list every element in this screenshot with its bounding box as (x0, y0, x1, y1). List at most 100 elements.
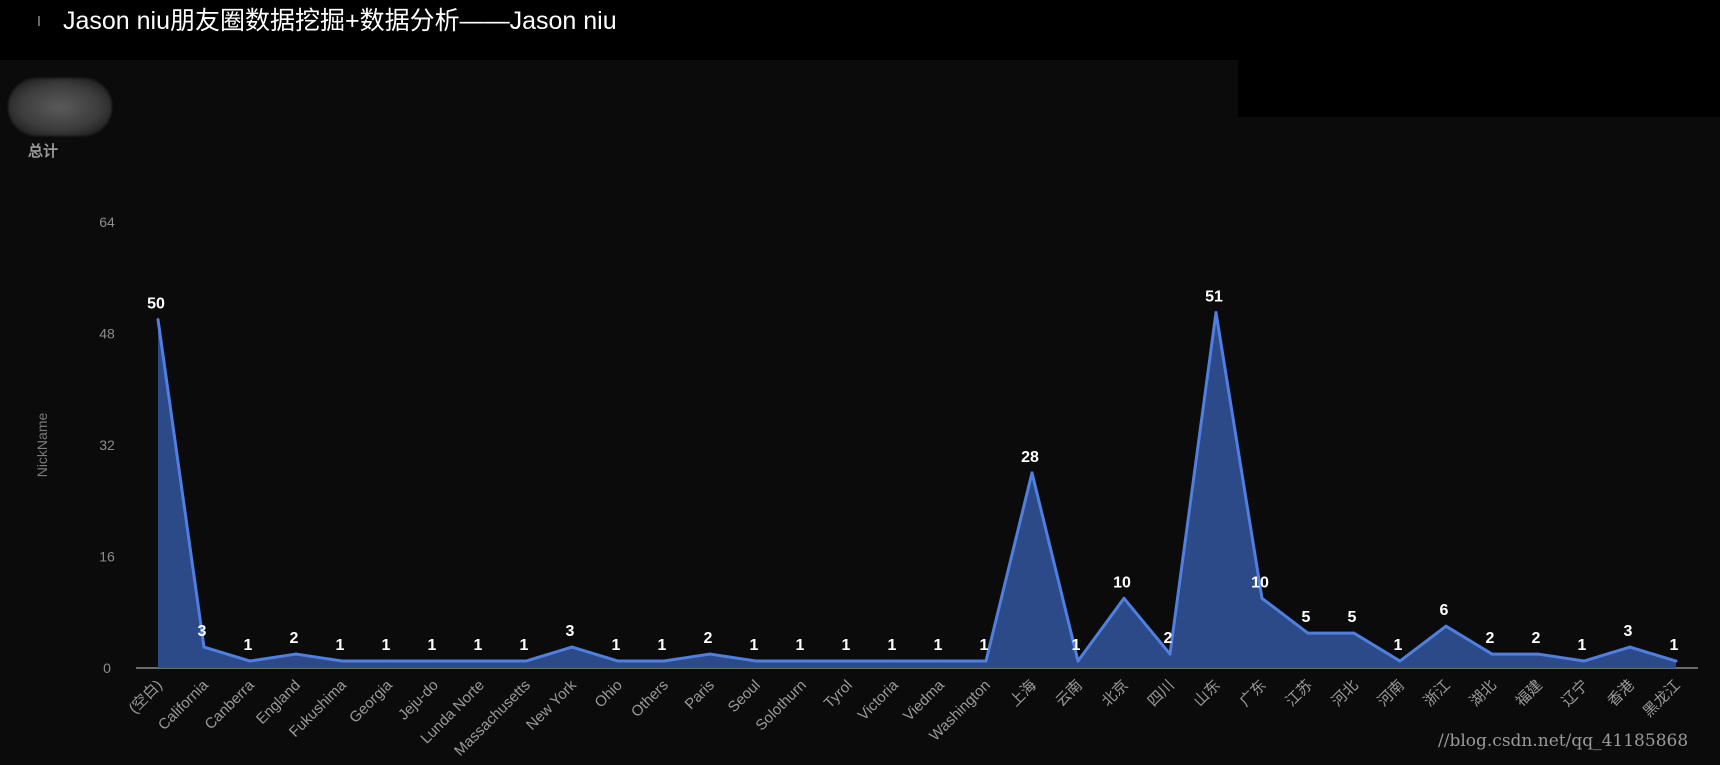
data-point (1582, 659, 1586, 663)
data-point (800, 659, 804, 663)
data-point (570, 645, 574, 649)
data-label: 1 (842, 637, 851, 654)
y-axis-label: NickName (34, 413, 50, 478)
data-label: 2 (290, 630, 299, 647)
x-tick-label: Ohio (591, 677, 625, 711)
x-tick-label: 黑龙江 (1640, 677, 1684, 721)
data-label: 10 (1113, 574, 1131, 591)
header-bar: Jason niu朋友圈数据挖掘+数据分析——Jason niu (0, 0, 1720, 60)
data-point (1490, 652, 1494, 656)
x-tick-label: 江苏 (1283, 677, 1316, 710)
data-point (662, 659, 666, 663)
watermark-text: //blog.csdn.net/qq_41185868 (1438, 731, 1689, 751)
x-tick-label: 香港 (1605, 677, 1638, 710)
data-point (1030, 471, 1034, 475)
data-label: 1 (520, 637, 529, 654)
x-tick-label: 广东 (1237, 677, 1270, 710)
data-label: 51 (1205, 289, 1223, 306)
page-title: Jason niu朋友圈数据挖掘+数据分析——Jason niu (63, 7, 617, 35)
data-label: 2 (1164, 630, 1173, 647)
data-label: 50 (147, 296, 165, 313)
x-tick-label: California (155, 676, 212, 733)
data-label: 1 (980, 637, 989, 654)
x-tick-label: 湖北 (1467, 677, 1500, 710)
data-point (1398, 659, 1402, 663)
data-label: 2 (1532, 630, 1541, 647)
data-point (938, 659, 942, 663)
data-point (1444, 624, 1448, 628)
data-label: 1 (796, 637, 805, 654)
data-point (478, 659, 482, 663)
data-label: 1 (934, 637, 943, 654)
data-label: 1 (244, 637, 253, 654)
x-tick-label: 北京 (1099, 677, 1132, 710)
data-label: 3 (1624, 623, 1633, 640)
data-point (1260, 596, 1264, 600)
y-tick-label: 32 (99, 437, 115, 453)
data-point (1214, 311, 1218, 315)
x-tick-label: Tyrol (821, 677, 856, 712)
data-point (432, 659, 436, 663)
x-tick-label: 山东 (1191, 677, 1224, 710)
data-label: 1 (888, 637, 897, 654)
x-tick-label: Paris (682, 677, 718, 713)
data-label: 1 (474, 637, 483, 654)
y-tick-label: 0 (103, 660, 111, 676)
data-point (708, 652, 712, 656)
data-label: 1 (1670, 637, 1679, 654)
x-tick-label: 河南 (1375, 677, 1408, 710)
x-tick-label: New York (523, 676, 580, 733)
y-tick-label: 48 (99, 326, 115, 342)
area-layer (156, 311, 1678, 668)
data-label: 1 (612, 637, 621, 654)
data-label: 6 (1440, 602, 1449, 619)
y-tick-label: 64 (99, 214, 115, 230)
data-point (846, 659, 850, 663)
data-point (294, 652, 298, 656)
x-tick-label: 辽宁 (1559, 677, 1592, 710)
data-point (1306, 631, 1310, 635)
data-point (1122, 596, 1126, 600)
data-label: 1 (750, 637, 759, 654)
x-tick-label: Victoria (855, 676, 903, 724)
x-tick-label: 云南 (1053, 677, 1086, 710)
x-tick-label: Georgia (346, 676, 396, 726)
data-label: 2 (704, 630, 713, 647)
data-point (1628, 645, 1632, 649)
blank-overlay-box (1238, 60, 1720, 117)
data-point (248, 659, 252, 663)
data-label: 5 (1348, 609, 1357, 626)
series-line (156, 311, 1677, 663)
data-label: 1 (658, 637, 667, 654)
data-point (754, 659, 758, 663)
x-tick-label: 福建 (1513, 677, 1546, 710)
data-point (1352, 631, 1356, 635)
data-label: 1 (382, 637, 391, 654)
data-label: 1 (1072, 637, 1081, 654)
x-tick-label: Others (628, 677, 672, 721)
x-tick-label: Solothurn (752, 677, 809, 734)
x-tick-label: 河北 (1329, 677, 1362, 710)
data-point (156, 318, 160, 322)
data-label: 5 (1302, 609, 1311, 626)
data-label: 1 (1394, 637, 1403, 654)
title-marker (38, 16, 40, 26)
x-tick-label: Canberra (202, 676, 259, 733)
data-point (1168, 652, 1172, 656)
data-label: 1 (1578, 637, 1587, 654)
data-point (524, 659, 528, 663)
blurred-legend-icon (8, 78, 112, 136)
data-point (340, 659, 344, 663)
data-point (984, 659, 988, 663)
data-point (1076, 659, 1080, 663)
y-tick-label: 16 (99, 549, 115, 565)
data-label: 1 (428, 637, 437, 654)
y-tick-labels: 0 16 32 48 64 (99, 214, 115, 676)
data-point (1536, 652, 1540, 656)
data-label: 28 (1021, 449, 1039, 466)
data-label: 3 (198, 623, 207, 640)
data-label: 2 (1486, 630, 1495, 647)
data-point (616, 659, 620, 663)
